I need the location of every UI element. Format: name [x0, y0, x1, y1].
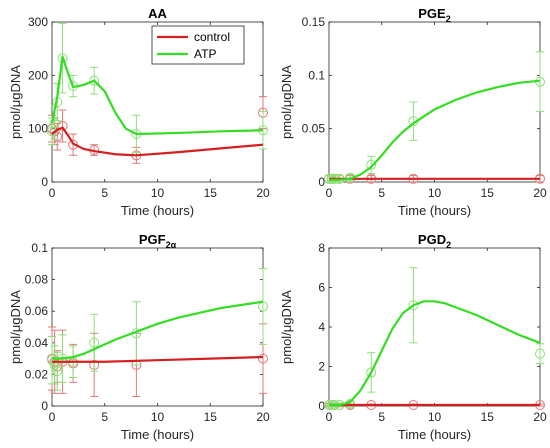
y-tick-label: 0 — [318, 399, 325, 413]
y-axis-label: pmol/μgDNA — [8, 290, 23, 364]
data-point-ATP — [89, 337, 100, 348]
x-axis-label: Time (hours) — [121, 203, 194, 218]
x-tick-label: 20 — [533, 410, 547, 424]
x-tick-label: 5 — [378, 410, 385, 424]
axes-box — [328, 247, 541, 407]
y-tick-label: 2 — [318, 360, 325, 374]
y-axis-label: pmol/μgDNA — [279, 290, 294, 364]
y-tick-label: 0.04 — [25, 336, 49, 350]
x-tick-label: 0 — [49, 186, 56, 200]
data-point-ATP — [408, 300, 419, 311]
axes-box — [328, 21, 541, 183]
panel-3: 0 5 10 15 20 0 0.02 0.04 0.06 0.08 0.1 Time (hours)… — [8, 232, 270, 442]
chart-title: PGF2α — [139, 232, 177, 250]
x-tick-label: 20 — [533, 186, 547, 200]
x-tick-label: 5 — [101, 186, 108, 200]
data-point-ATP — [47, 355, 57, 366]
y-tick-label: 8 — [318, 241, 325, 255]
plot-area — [324, 267, 545, 410]
plot-area — [47, 23, 268, 164]
y-tick-label: 300 — [28, 15, 48, 29]
y-tick-label: 6 — [318, 281, 325, 295]
y-tick-label: 200 — [28, 68, 48, 82]
data-point-ATP — [49, 118, 60, 129]
curve-ATP — [50, 55, 264, 136]
y-tick-label: 0.1 — [308, 68, 325, 82]
y-tick-label: 100 — [28, 122, 48, 136]
x-axis-label: Time (hours) — [121, 427, 194, 442]
legend-box — [151, 25, 245, 65]
y-tick-label: 0.06 — [25, 304, 49, 318]
data-point-control — [258, 353, 268, 364]
legend-label-control: control — [194, 30, 230, 44]
x-tick-label: 10 — [428, 410, 442, 424]
x-tick-label: 10 — [151, 410, 165, 424]
legend: control ATP — [151, 25, 245, 65]
data-point-ATP — [52, 366, 63, 377]
curve-ATP — [329, 300, 541, 407]
curve-ATP — [52, 300, 264, 360]
x-tick-label: 5 — [101, 410, 108, 424]
y-axis-label: pmol/μgDNA — [8, 65, 23, 139]
y-tick-label: 0.15 — [302, 15, 326, 29]
panel-2: 0 5 10 15 20 0 0.05 0.1 0.15 Time (hours) pmol/μgD… — [279, 6, 547, 218]
x-tick-label: 10 — [428, 186, 442, 200]
y-axis-label: pmol/μgDNA — [279, 65, 294, 139]
data-point-ATP — [535, 348, 545, 359]
curve-control — [51, 126, 264, 157]
y-tick-label: 0.1 — [31, 241, 48, 255]
x-tick-label: 15 — [204, 186, 218, 200]
chart-title: PGD2 — [418, 232, 451, 250]
curve-ATP — [329, 79, 541, 181]
y-tick-label: 0 — [41, 175, 48, 189]
y-tick-label: 0.08 — [25, 273, 49, 287]
x-tick-label: 10 — [151, 186, 165, 200]
x-tick-label: 15 — [481, 186, 495, 200]
axes-box — [51, 247, 264, 407]
data-point-ATP — [366, 159, 377, 170]
x-axis-label: Time (hours) — [398, 203, 471, 218]
y-tick-label: 4 — [318, 320, 325, 334]
y-tick-label: 0.05 — [302, 122, 326, 136]
curve-control — [52, 355, 264, 363]
data-point-ATP — [89, 75, 100, 86]
y-tick-label: 0.02 — [25, 367, 49, 381]
plot-area — [324, 51, 545, 184]
x-tick-label: 0 — [326, 410, 333, 424]
chart-title: AA — [148, 6, 167, 21]
x-tick-label: 5 — [378, 186, 385, 200]
data-point-control — [52, 131, 63, 142]
data-point-ATP — [366, 367, 377, 378]
panel-4: 0 5 10 15 20 0 2 4 6 8 Time (hours) pmol/μgDNA PGD2 — [279, 232, 547, 442]
x-tick-label: 20 — [256, 186, 270, 200]
y-tick-label: 0 — [41, 399, 48, 413]
legend-label-ATP: ATP — [194, 47, 216, 61]
x-tick-label: 0 — [49, 410, 56, 424]
x-tick-label: 15 — [204, 410, 218, 424]
plot-area — [47, 268, 268, 398]
x-tick-label: 0 — [326, 186, 333, 200]
chart-title: PGE2 — [418, 6, 450, 24]
x-tick-label: 20 — [256, 410, 270, 424]
data-point-ATP — [49, 359, 60, 370]
y-tick-label: 0 — [318, 175, 325, 189]
x-tick-label: 15 — [481, 410, 495, 424]
x-axis-label: Time (hours) — [398, 427, 471, 442]
